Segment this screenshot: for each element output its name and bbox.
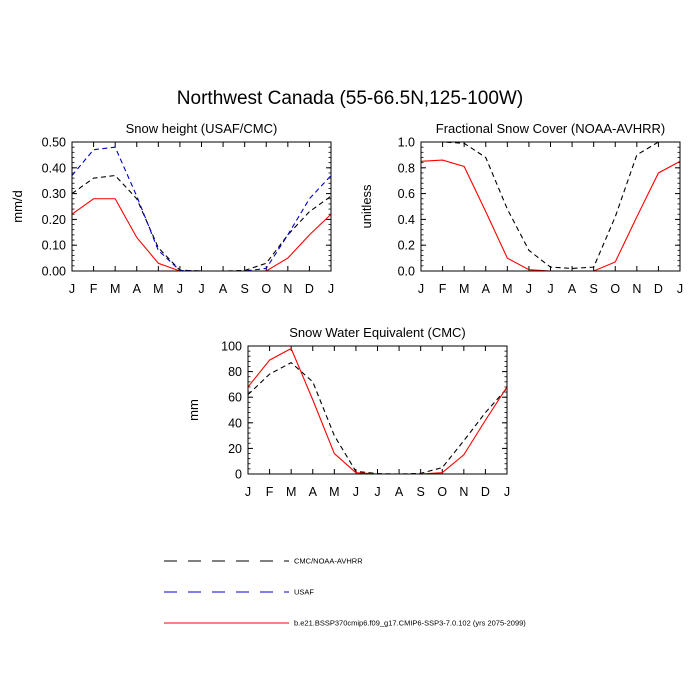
y-tick-label: 0.4 xyxy=(398,213,415,227)
y-tick-label: 0.20 xyxy=(42,213,66,227)
y-tick-label: 0.50 xyxy=(42,136,66,150)
y-tick-label: 0.2 xyxy=(398,239,415,253)
chart-title: Fractional Snow Cover (NOAA-AVHRR) xyxy=(436,121,665,136)
x-tick-label: A xyxy=(309,485,318,499)
x-tick-label: J xyxy=(69,282,75,296)
x-tick-label: N xyxy=(283,282,292,296)
chart-panel-1: Snow height (USAF/CMC) mm/d 0.00 0.10 0.20 0.… xyxy=(10,121,334,296)
x-tick-label: J xyxy=(177,282,183,296)
x-tick-label: S xyxy=(416,485,424,499)
y-axis-label: mm/d xyxy=(10,190,25,223)
y-axis-label: mm xyxy=(186,399,201,421)
x-tick-label: J xyxy=(547,282,553,296)
x-tick-label: D xyxy=(481,485,490,499)
plot-frame xyxy=(420,141,681,272)
chart-title: Snow height (USAF/CMC) xyxy=(126,121,278,136)
y-tick-label: 1.0 xyxy=(398,136,415,150)
plot-frame xyxy=(71,141,332,272)
x-tick-label: J xyxy=(418,282,424,296)
x-tick-label: D xyxy=(305,282,314,296)
x-tick-label: O xyxy=(437,485,447,499)
x-tick-label: S xyxy=(589,282,597,296)
x-tick-label: J xyxy=(245,485,251,499)
y-tick-label: 0.8 xyxy=(398,161,415,175)
y-axis-label: unitless xyxy=(359,184,374,229)
x-tick-label: A xyxy=(568,282,577,296)
x-tick-label: N xyxy=(632,282,641,296)
x-tick-label: M xyxy=(459,282,469,296)
x-tick-label: A xyxy=(219,282,228,296)
x-tick-label: J xyxy=(526,282,532,296)
y-tick-label: 100 xyxy=(221,340,242,354)
legend-label: CMC/NOAA-AVHRR xyxy=(294,557,363,566)
series-line xyxy=(247,347,508,475)
legend: CMC/NOAA-AVHRR USAF b.e21.BSSP370cmip6.f09… xyxy=(164,557,526,628)
x-tick-label: M xyxy=(502,282,512,296)
legend-label: b.e21.BSSP370cmip6.f09_g17.CMIP6-SSP3-7.… xyxy=(294,619,526,628)
chart-panel-3: Snow Water Equivalent (CMC) mm 0 20 40 60 80 10… xyxy=(186,325,510,499)
x-tick-label: F xyxy=(90,282,98,296)
y-tick-label: 80 xyxy=(228,365,242,379)
x-tick-label: M xyxy=(153,282,163,296)
series-line xyxy=(421,141,680,269)
x-tick-label: J xyxy=(198,282,204,296)
x-tick-label: J xyxy=(328,282,334,296)
y-tick-label: 0.10 xyxy=(42,239,66,253)
x-tick-label: O xyxy=(261,282,271,296)
y-tick-label: 0.0 xyxy=(398,265,415,279)
x-tick-label: S xyxy=(240,282,248,296)
series-line xyxy=(247,361,508,475)
x-tick-label: J xyxy=(353,485,359,499)
y-tick-label: 0.6 xyxy=(398,187,415,201)
y-tick-label: 60 xyxy=(228,391,242,405)
series-line xyxy=(420,159,681,272)
x-tick-label: O xyxy=(610,282,620,296)
chart-title: Snow Water Equivalent (CMC) xyxy=(289,325,466,340)
page-title: Northwest Canada (55-66.5N,125-100W) xyxy=(176,88,524,109)
x-tick-label: M xyxy=(110,282,120,296)
legend-label: USAF xyxy=(294,588,314,597)
x-tick-label: A xyxy=(133,282,142,296)
x-tick-label: J xyxy=(677,282,683,296)
x-tick-label: M xyxy=(286,485,296,499)
x-tick-label: A xyxy=(482,282,491,296)
y-tick-label: 40 xyxy=(228,416,242,430)
y-tick-label: 0.40 xyxy=(42,161,66,175)
x-tick-label: M xyxy=(329,485,339,499)
x-tick-label: A xyxy=(395,485,404,499)
y-tick-label: 0 xyxy=(235,468,242,482)
y-tick-label: 0.30 xyxy=(42,187,66,201)
y-tick-label: 20 xyxy=(228,442,242,456)
plot-frame xyxy=(247,345,508,475)
x-tick-label: F xyxy=(266,485,274,499)
x-tick-label: J xyxy=(504,485,510,499)
series-line xyxy=(71,174,332,272)
x-tick-label: N xyxy=(459,485,468,499)
series-line xyxy=(71,146,332,272)
y-tick-label: 0.00 xyxy=(42,265,66,279)
x-tick-label: J xyxy=(374,485,380,499)
series-line xyxy=(71,198,332,272)
x-tick-label: F xyxy=(439,282,447,296)
x-tick-label: D xyxy=(654,282,663,296)
chart-panel-2: Fractional Snow Cover (NOAA-AVHRR) unitle… xyxy=(359,121,683,296)
